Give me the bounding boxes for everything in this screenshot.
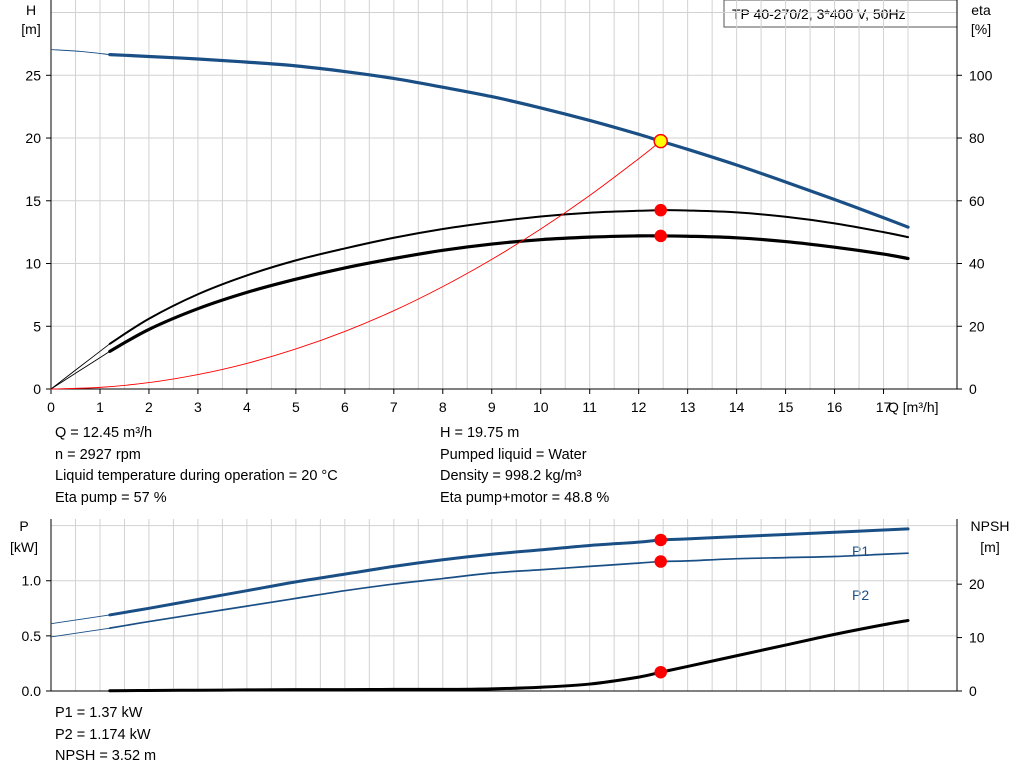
- y-tick-label: 25: [25, 67, 41, 83]
- x-tick-label: 3: [194, 399, 202, 415]
- series-extrapolation-3: [50, 350, 111, 390]
- power-info: P1 = 1.37 kW P2 = 1.174 kW NPSH = 3.52 m: [55, 703, 156, 768]
- series-extrapolation-1: [50, 614, 110, 625]
- eta-axis-label: eta: [971, 2, 991, 18]
- series-line-3: [108, 234, 910, 353]
- p-axis-label: P: [19, 518, 28, 534]
- operating-point-marker: [654, 203, 667, 217]
- speed-value: n = 2927 rpm: [55, 446, 141, 463]
- series-line-1: [108, 52, 910, 229]
- y2-tick-label: 20: [969, 318, 985, 334]
- h-axis-unit: [m]: [21, 21, 40, 37]
- y2-tick-label: 0: [969, 683, 977, 699]
- series-extrapolation-1: [50, 49, 110, 56]
- chart-title: TP 40-270/2, 3*400 V, 50Hz: [732, 6, 906, 22]
- npsh-axis-label: NPSH: [971, 518, 1010, 534]
- operating-point-marker: [654, 229, 667, 243]
- y2-tick-label: 100: [969, 67, 993, 83]
- y-tick-label: 0.0: [22, 683, 42, 699]
- x-tick-label: 4: [243, 399, 251, 415]
- chart-title-box: [723, 0, 958, 28]
- pumped-liquid-value: Pumped liquid = Water: [440, 446, 587, 463]
- series-line-1: [108, 527, 910, 617]
- operating-point-marker: [653, 133, 668, 149]
- series-line-3: [108, 618, 910, 693]
- operating-point-marker: [654, 665, 667, 679]
- p2-series-label: P2: [852, 587, 869, 603]
- x-tick-label: 10: [533, 399, 549, 415]
- y-tick-label: 20: [25, 130, 41, 146]
- h-axis-label: H: [26, 2, 36, 18]
- performance-chart: H [m] eta [%] TP 40-270/2, 3*400 V, 50Hz…: [21, 0, 993, 415]
- x-tick-label: 5: [292, 399, 300, 415]
- x-tick-label: 14: [729, 399, 745, 415]
- liquid-temperature-value: Liquid temperature during operation = 20…: [55, 468, 338, 484]
- npsh-value: NPSH = 3.52 m: [55, 748, 157, 764]
- x-tick-label: 2: [145, 399, 153, 415]
- x-tick-label: 6: [341, 399, 349, 415]
- y2-tick-label: 40: [969, 256, 985, 272]
- y2-tick-label: 80: [969, 130, 985, 146]
- head-value: H = 19.75 m: [440, 425, 520, 441]
- x-tick-label: 8: [439, 399, 447, 415]
- x-tick-label: 17: [876, 399, 892, 415]
- x-axis-label: Q [m³/h]: [888, 399, 939, 415]
- x-tick-label: 16: [827, 399, 843, 415]
- y-tick-label: 5: [33, 318, 41, 334]
- y2-tick-label: 20: [969, 576, 985, 592]
- x-tick-label: 0: [47, 399, 55, 415]
- x-tick-label: 7: [390, 399, 398, 415]
- power-npsh-chart: P [kW] NPSH [m] P1 P2 0.0 0.5 1.0 0 10 20: [10, 518, 1009, 699]
- eta-pump-value: Eta pump = 57 %: [55, 489, 167, 506]
- x-tick-label: 12: [631, 399, 647, 415]
- operating-point-marker: [654, 533, 667, 547]
- p2-value: P2 = 1.174 kW: [55, 726, 151, 743]
- x-tick-label: 1: [96, 399, 104, 415]
- x-tick-label: 15: [778, 399, 794, 415]
- series-line-4: [50, 140, 662, 390]
- series-line-2: [108, 209, 910, 345]
- y-tick-label: 0: [33, 381, 41, 397]
- y-tick-label: 15: [25, 193, 41, 209]
- flow-value: Q = 12.45 m³/h: [55, 425, 153, 441]
- npsh-axis-unit: [m]: [980, 539, 999, 555]
- y-tick-label: 0.5: [22, 628, 42, 644]
- y-tick-label: 10: [25, 256, 41, 272]
- y2-tick-label: 10: [969, 630, 985, 646]
- p-axis-unit: [kW]: [10, 539, 38, 555]
- operating-point-marker: [654, 555, 667, 568]
- y2-tick-label: 60: [969, 193, 985, 209]
- eta-pump-motor-value: Eta pump+motor = 48.8 %: [440, 489, 610, 506]
- operating-point-info-left: Q = 12.45 m³/h n = 2927 rpm Liquid tempe…: [55, 423, 338, 509]
- operating-point-info-right: H = 19.75 m Pumped liquid = Water Densit…: [440, 423, 609, 509]
- x-tick-label: 9: [488, 399, 496, 415]
- eta-axis-unit: [%]: [971, 21, 991, 37]
- x-tick-label: 11: [582, 399, 597, 415]
- p1-series-label: P1: [852, 543, 869, 559]
- series-extrapolation-2: [50, 627, 110, 638]
- series-extrapolation-2: [50, 343, 111, 390]
- p1-value: P1 = 1.37 kW: [55, 705, 143, 721]
- y-tick-label: 1.0: [22, 573, 42, 589]
- series-line-2: [108, 552, 909, 629]
- x-tick-label: 13: [680, 399, 696, 415]
- density-value: Density = 998.2 kg/m³: [440, 468, 582, 484]
- y2-tick-label: 0: [969, 381, 977, 397]
